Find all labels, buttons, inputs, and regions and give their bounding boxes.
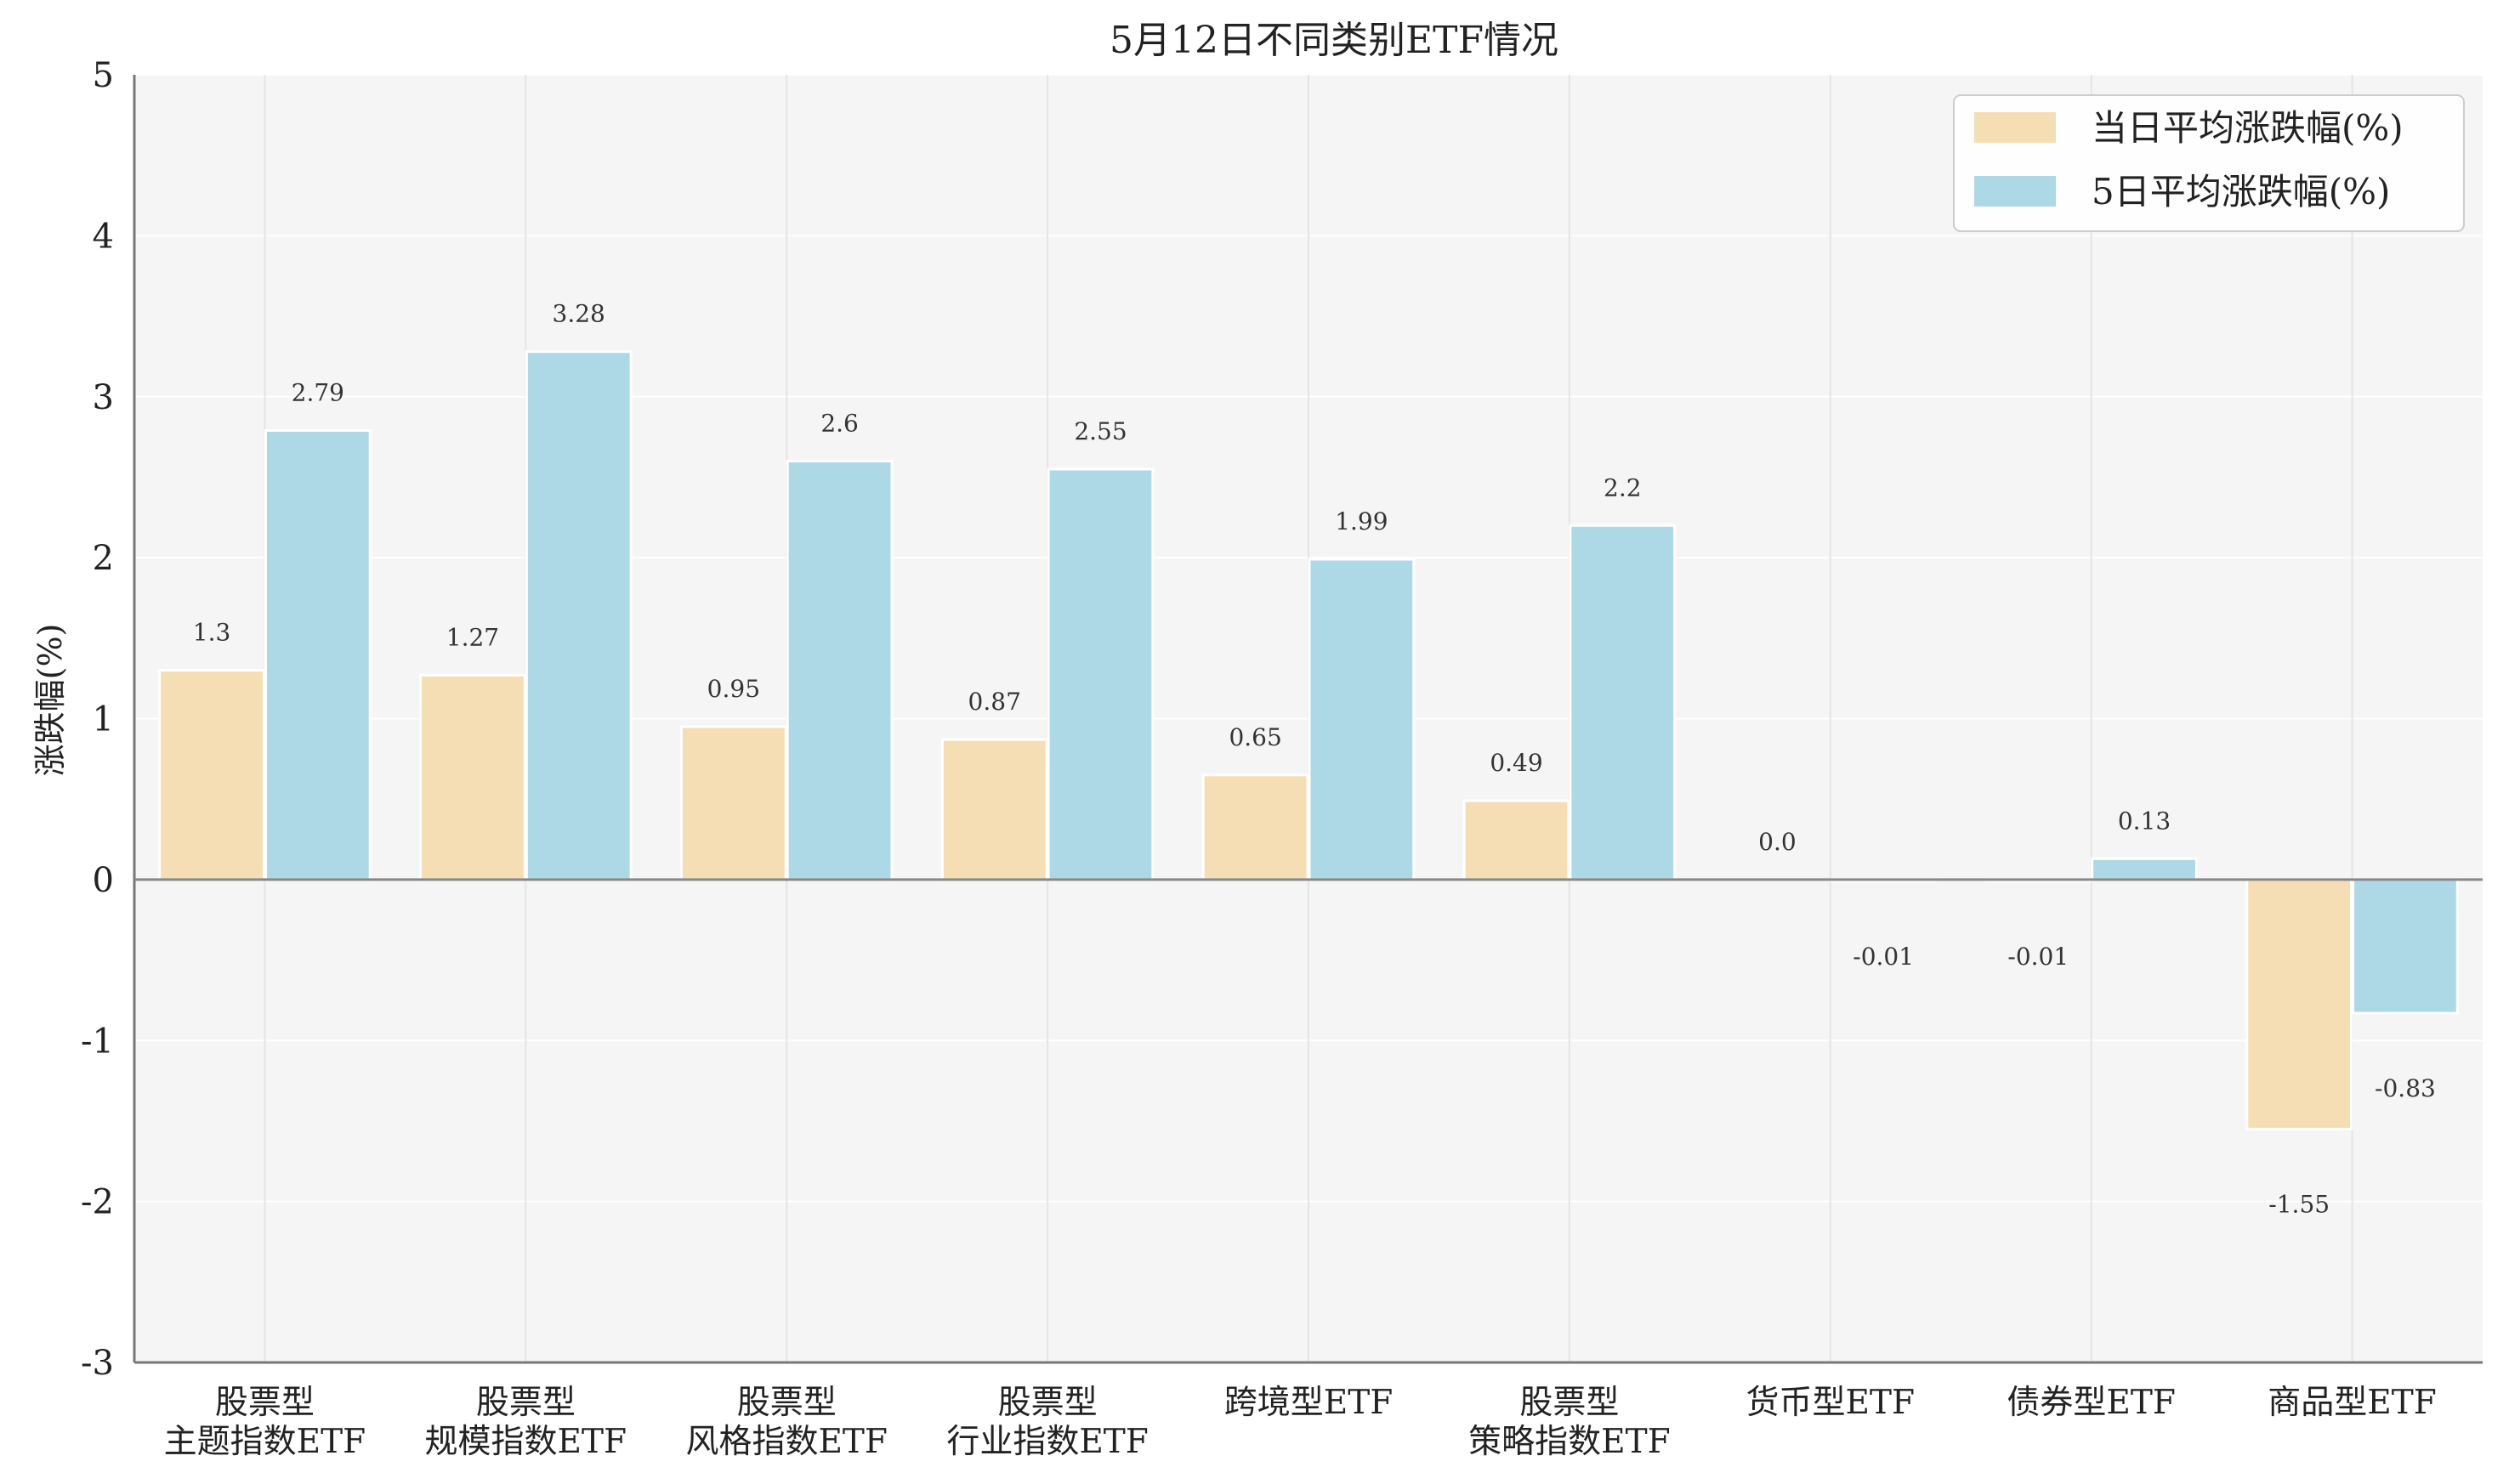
data-label: -0.01: [1853, 943, 1914, 971]
x-tick-label: 股票型: [737, 1384, 837, 1422]
x-tick-label: 商品型ETF: [2268, 1384, 2437, 1422]
x-tick-label: 策略指数ETF: [1468, 1423, 1671, 1461]
bar-five-day: [264, 429, 372, 881]
bar-daily: [419, 673, 526, 881]
bar-daily: [1462, 799, 1570, 881]
x-tick-label: 债券型ETF: [2007, 1384, 2176, 1422]
bars: [158, 350, 2459, 1130]
y-tick-label: 3: [93, 378, 114, 417]
legend-swatch: [1974, 112, 2056, 143]
y-axis-label: 涨跌幅(%): [31, 624, 69, 777]
data-label: -0.01: [2007, 943, 2069, 971]
data-label: 0.13: [2118, 807, 2171, 835]
data-label: 2.55: [1074, 417, 1127, 445]
x-tick-label: 股票型: [1519, 1384, 1619, 1422]
bar-five-day: [1569, 524, 1677, 881]
x-tick-label: 股票型: [998, 1384, 1098, 1422]
x-tick-label: 规模指数ETF: [425, 1423, 627, 1461]
bar-daily: [158, 669, 265, 881]
data-label: 3.28: [553, 300, 605, 328]
legend-box: [1953, 94, 2465, 232]
legend-swatch: [1974, 176, 2056, 207]
bar-five-day: [2091, 857, 2198, 881]
data-label: 0.49: [1490, 749, 1542, 777]
x-tick-label: 跨境型ETF: [1224, 1384, 1394, 1422]
x-tick-label: 股票型: [476, 1384, 576, 1422]
data-labels: 1.3 2.79 1.27 3.28 0.95 2.6 0.87 2.55 0.65 1.99 0.…: [193, 300, 2436, 1219]
data-label: -1.55: [2268, 1190, 2330, 1218]
x-tick-label: 主题指数ETF: [164, 1423, 366, 1461]
tick-labels: -3-2-1012345股票型主题指数ETF股票型规模指数ETF股票型风格指数E…: [81, 56, 2437, 1461]
y-tick-label: 0: [93, 861, 114, 900]
data-label: -0.83: [2375, 1074, 2436, 1102]
y-tick-label: -3: [81, 1344, 114, 1383]
x-tick-label: 风格指数ETF: [685, 1423, 888, 1461]
x-tick-label: 货币型ETF: [1746, 1384, 1916, 1422]
y-tick-label: 5: [93, 56, 114, 95]
bar-five-day: [1047, 467, 1155, 881]
x-tick-label: 行业指数ETF: [946, 1423, 1149, 1461]
x-tick-label: 股票型: [215, 1384, 315, 1422]
bar-daily: [940, 738, 1048, 881]
bar-daily: [679, 725, 787, 881]
bar-five-day: [525, 350, 633, 881]
data-label: 0.87: [968, 688, 1021, 716]
data-label: 0.0: [1758, 828, 1797, 856]
data-label: 2.2: [1604, 473, 1642, 501]
chart-title: 5月12日不同类别ETF情况: [1110, 19, 1558, 62]
data-label: 1.99: [1335, 507, 1388, 535]
y-tick-label: 1: [93, 700, 114, 739]
data-label: 2.79: [292, 379, 344, 407]
y-tick-label: -1: [81, 1022, 114, 1061]
data-label: 2.6: [820, 410, 859, 438]
bar-five-day: [786, 460, 894, 881]
y-tick-label: 4: [93, 217, 114, 256]
data-label: 0.65: [1229, 723, 1281, 751]
bar-daily: [2245, 878, 2353, 1130]
bar-five-day: [2352, 878, 2459, 1015]
axes: [133, 75, 2483, 1364]
data-label: 1.27: [446, 623, 499, 651]
legend: 当日平均涨跌幅(%) 5日平均涨跌幅(%): [1953, 94, 2465, 232]
legend-entry: 当日平均涨跌幅(%): [2092, 107, 2404, 149]
y-tick-label: 2: [93, 539, 114, 578]
data-label: 1.3: [193, 619, 231, 647]
y-tick-label: -2: [81, 1183, 114, 1222]
bar-five-day: [1308, 558, 1416, 881]
bar-daily: [1201, 773, 1309, 881]
data-label: 0.95: [707, 675, 760, 703]
legend-entry: 5日平均涨跌幅(%): [2092, 171, 2390, 212]
